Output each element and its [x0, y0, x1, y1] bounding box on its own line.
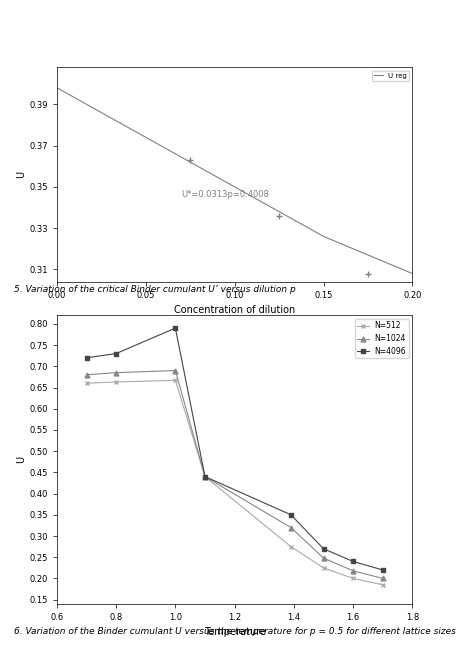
- N=4096: [380, 566, 385, 574]
- Text: 6. Variation of the Binder cumulant U versus the temperature for p = 0.5 for dif: 6. Variation of the Binder cumulant U ve…: [14, 627, 456, 636]
- N=1024: [380, 574, 385, 582]
- N=512: [288, 543, 294, 551]
- N=512: [84, 379, 90, 387]
- N=1024: [320, 554, 326, 562]
- N=4096: [84, 354, 90, 362]
- X-axis label: Temperature: Temperature: [204, 627, 265, 637]
- Y-axis label: U: U: [17, 456, 27, 463]
- N=4096: [113, 350, 119, 358]
- N=512: [202, 472, 208, 480]
- N=1024: [350, 567, 356, 575]
- N=4096: [350, 558, 356, 566]
- N=512: [380, 581, 385, 589]
- N=512: [350, 574, 356, 582]
- N=512: [113, 378, 119, 386]
- N=1024: [173, 366, 178, 374]
- Legend: U reg: U reg: [372, 70, 409, 81]
- Legend: N=512, N=1024, N=4096: N=512, N=1024, N=4096: [355, 319, 409, 358]
- N=4096: [173, 324, 178, 332]
- N=1024: [202, 472, 208, 480]
- N=512: [320, 564, 326, 572]
- N=1024: [113, 368, 119, 376]
- N=4096: [202, 472, 208, 480]
- Y-axis label: U: U: [17, 171, 27, 178]
- Line: N=1024: N=1024: [84, 368, 385, 581]
- N=1024: [288, 523, 294, 531]
- N=512: [173, 376, 178, 384]
- X-axis label: Concentration of dilution: Concentration of dilution: [174, 305, 295, 315]
- N=1024: [84, 371, 90, 379]
- N=4096: [320, 545, 326, 553]
- Line: N=4096: N=4096: [84, 325, 385, 572]
- Line: N=512: N=512: [84, 378, 385, 587]
- Text: 5. Variation of the critical Binder cumulant U’ versus dilution p: 5. Variation of the critical Binder cumu…: [14, 285, 296, 294]
- Text: U*=0.0313p=0.4008: U*=0.0313p=0.4008: [181, 190, 269, 199]
- N=4096: [288, 511, 294, 519]
